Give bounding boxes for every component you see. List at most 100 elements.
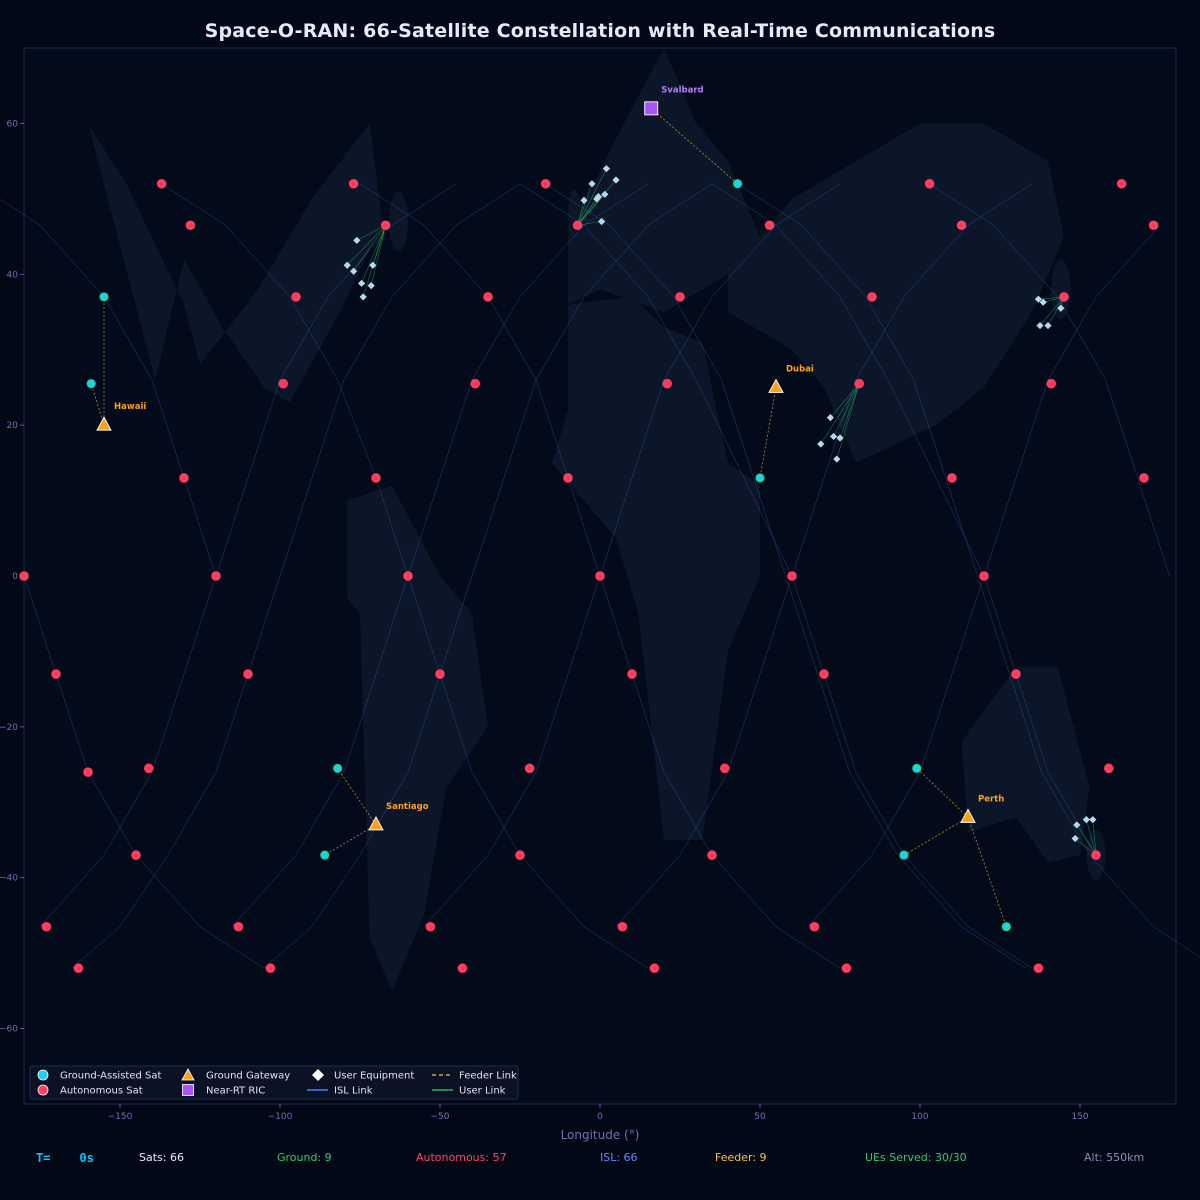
autonomous-satellite — [1116, 178, 1127, 189]
feeder-link — [759, 387, 777, 479]
continent-shape — [568, 48, 760, 312]
isl-link — [1015, 673, 1049, 773]
isl-link — [855, 296, 905, 381]
autonomous-satellite — [924, 178, 935, 189]
isl-link — [673, 296, 722, 381]
isl-link — [903, 225, 969, 298]
isl-link — [519, 854, 585, 927]
isl-link — [151, 673, 185, 773]
isl-link — [567, 477, 601, 577]
x-tick-label: 150 — [1071, 1112, 1088, 1122]
isl-link — [103, 296, 153, 381]
status-feeder: Feeder: 9 — [715, 1151, 767, 1164]
isl-link — [679, 771, 729, 856]
ue-marker — [1044, 321, 1052, 330]
autonomous-satellite — [348, 178, 359, 189]
isl-link — [247, 575, 281, 675]
isl-link — [263, 926, 313, 969]
isl-link — [759, 575, 793, 675]
user-link — [370, 225, 386, 286]
isl-link — [215, 477, 249, 577]
ue-marker — [359, 293, 367, 301]
isl-link — [993, 225, 1058, 298]
isl-link — [279, 477, 313, 577]
isl-link — [951, 575, 985, 675]
status-isl: ISL: 66 — [600, 1151, 638, 1164]
isl-link — [343, 296, 393, 381]
ue-marker — [1039, 298, 1047, 306]
isl-link — [119, 854, 169, 927]
isl-link — [855, 771, 905, 856]
ground-assisted-satellite — [912, 763, 922, 773]
autonomous-satellite — [435, 669, 445, 679]
isl-link — [967, 926, 1033, 969]
isl-link — [215, 673, 249, 773]
autonomous-satellite — [563, 473, 573, 483]
status-ground: Ground: 9 — [277, 1151, 332, 1164]
isl-link — [375, 477, 409, 577]
autonomous-satellite — [51, 669, 61, 679]
user-link — [362, 225, 386, 298]
ue-marker — [598, 217, 606, 226]
isl-link — [487, 771, 537, 856]
isl-link — [775, 225, 841, 298]
isl-link — [711, 854, 777, 927]
feeder-link — [903, 817, 969, 856]
isl-link — [87, 771, 137, 856]
gateway-label: Dubai — [786, 364, 814, 374]
feeder-link — [337, 768, 377, 826]
user-links — [346, 168, 1097, 856]
isl-link — [439, 379, 473, 479]
isl-link — [183, 575, 217, 675]
autonomous-satellite — [1091, 850, 1101, 860]
legend-ric-label: Near-RT RIC — [206, 1086, 265, 1097]
isl-link — [375, 575, 409, 675]
ue-marker — [594, 192, 602, 201]
isl-link — [695, 379, 745, 479]
autonomous-satellite — [144, 763, 154, 774]
chart-title: Space-O-RAN: 66-Satellite Constellation … — [204, 20, 996, 42]
user-link — [833, 383, 860, 437]
satellites — [19, 178, 1159, 974]
x-axis-label: Longitude (°) — [561, 1128, 640, 1142]
user-link — [1076, 824, 1097, 856]
autonomous-satellite — [787, 571, 797, 581]
isl-link — [583, 183, 649, 226]
autonomous-satellite — [1011, 669, 1021, 679]
isl-link — [737, 183, 802, 226]
autonomous-satellite — [403, 571, 413, 581]
isl-link — [1041, 771, 1090, 856]
y-tick-label: −60 — [0, 1025, 18, 1035]
autonomous-satellite — [515, 850, 525, 860]
isl-link — [199, 926, 265, 969]
isl-link — [785, 575, 818, 675]
isl-link — [225, 225, 290, 298]
ground-assisted-satellite — [899, 850, 909, 860]
autonomous-satellite — [819, 669, 829, 679]
ue-marker — [1057, 304, 1065, 312]
ground-assisted-satellite — [732, 179, 743, 189]
isl-link — [167, 771, 217, 856]
isl-link — [727, 673, 761, 773]
autonomous-satellite — [73, 963, 84, 974]
user-link — [346, 225, 386, 266]
y-tick-label: −40 — [0, 874, 18, 884]
isl-link — [897, 854, 962, 927]
autonomous-satellite — [483, 292, 493, 302]
autonomous-satellite — [211, 571, 221, 581]
user-link — [1039, 296, 1065, 326]
autonomous-satellite — [867, 292, 877, 302]
gateway-marker — [960, 808, 976, 823]
user-link — [577, 168, 607, 226]
autonomous-satellite — [179, 473, 189, 483]
isl-link — [599, 477, 633, 577]
isl-link — [871, 771, 921, 856]
gateway-label: Santiago — [386, 802, 429, 812]
isl-link — [1009, 673, 1042, 773]
status-sats: Sats: 66 — [139, 1151, 184, 1164]
autonomous-satellite — [1139, 473, 1149, 483]
autonomous-satellite — [380, 220, 391, 231]
autonomous-satellite — [524, 763, 535, 774]
isl-link — [977, 575, 1010, 675]
isl-link — [151, 379, 185, 479]
